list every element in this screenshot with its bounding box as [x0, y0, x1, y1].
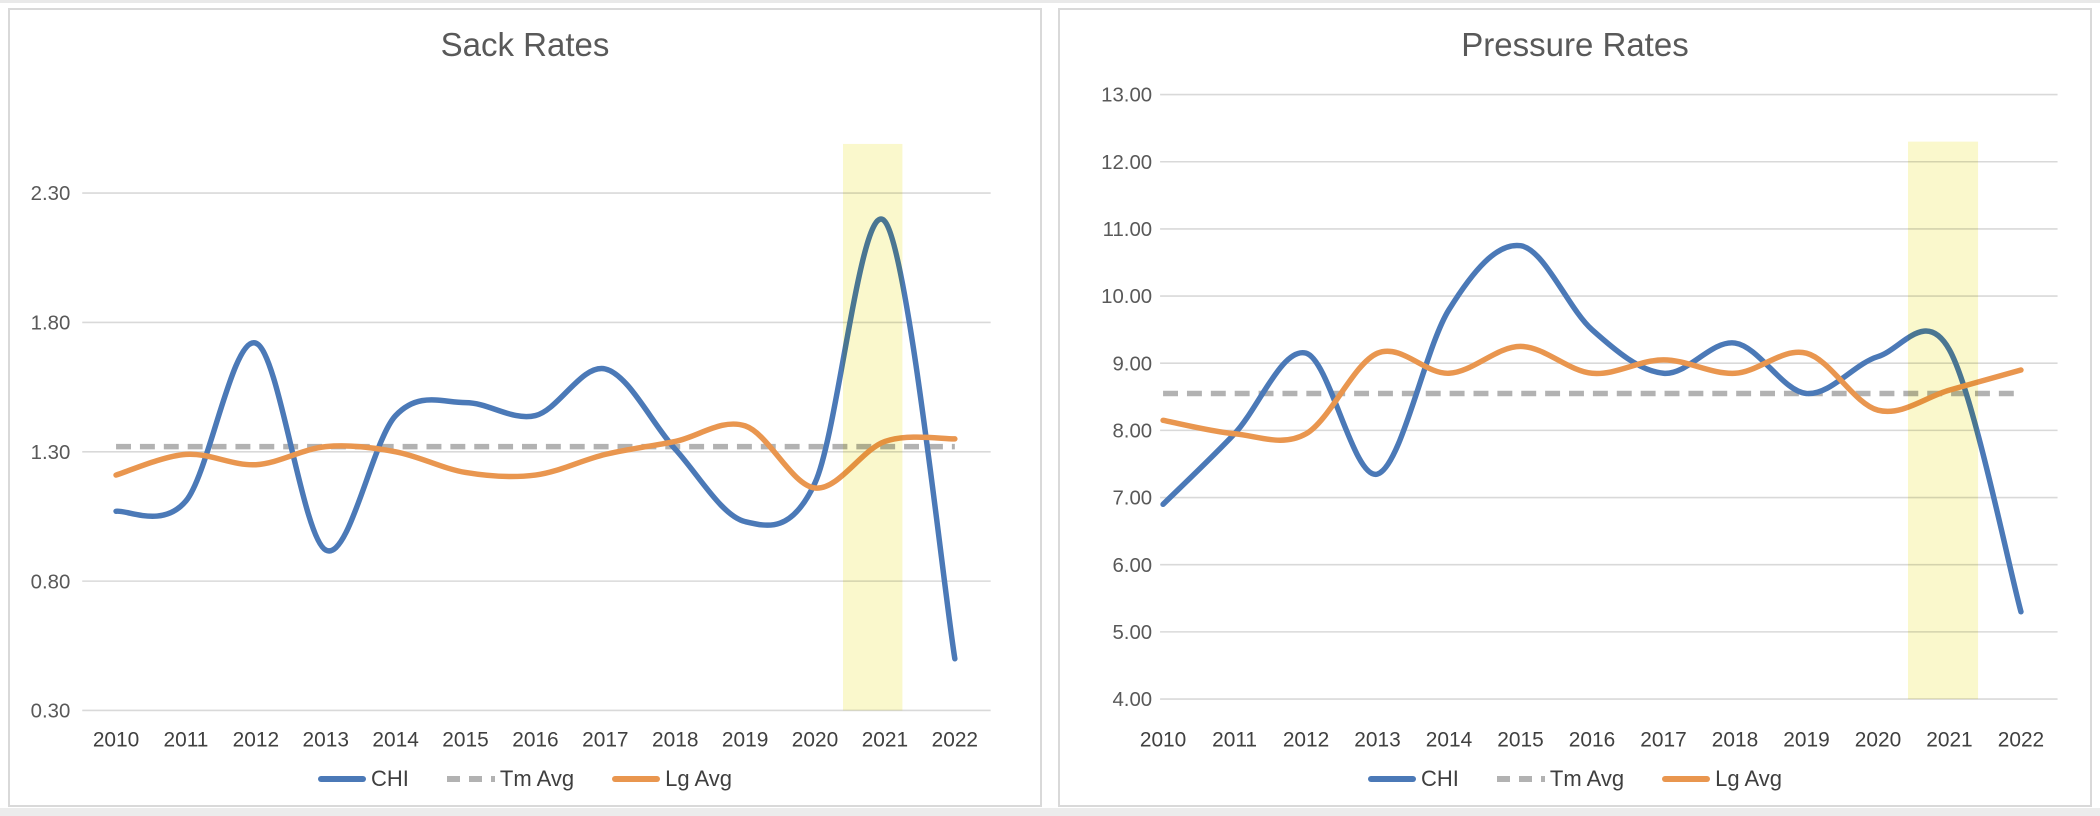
legend-item-tm-avg: Tm Avg [1496, 766, 1625, 792]
x-tick-label: 2019 [722, 728, 768, 751]
x-tick-label: 2015 [442, 728, 488, 751]
y-tick-label: 12.00 [1101, 152, 1152, 174]
legend-swatch-line-icon [318, 776, 367, 782]
sack-rates-legend: CHI Tm Avg Lg Avg [10, 766, 1040, 792]
pressure-rates-plot-area: 4.00 5.00 6.00 7.00 8.00 9.00 10.00 11.00 12.00 1… [1101, 85, 2058, 751]
highlight-band-2021 [843, 143, 903, 711]
y-tick-label: 6.00 [1112, 555, 1152, 577]
chart-title-pressure-rates: Pressure Rates [1461, 26, 1689, 63]
y-tick-label: 11.00 [1103, 219, 1152, 241]
series-line-lg-avg [1160, 343, 2024, 443]
chart-title-sack-rates: Sack Rates [440, 26, 610, 63]
x-tick-label: 2018 [1712, 728, 1758, 751]
x-tick-label: 2011 [1212, 728, 1257, 751]
legend-swatch-dashed-line-icon [446, 776, 495, 782]
legend-item-lg-avg: Lg Avg [1662, 766, 1782, 792]
x-tick-label: 2016 [1569, 728, 1615, 751]
y-tick-label: 0.80 [31, 571, 71, 593]
x-tick-label: 2021 [862, 728, 908, 751]
legend-label: Lg Avg [665, 766, 732, 791]
x-tick-label: 2012 [233, 728, 279, 751]
legend-item-lg-avg: Lg Avg [612, 766, 732, 792]
x-tick-label: 2013 [1354, 728, 1400, 751]
series-line-chi [1160, 242, 2024, 615]
y-tick-label: 5.00 [1112, 622, 1152, 644]
x-tick-label: 2014 [372, 728, 418, 751]
x-tick-label: 2012 [1283, 728, 1329, 751]
x-tick-label: 2020 [792, 728, 838, 751]
legend-label: CHI [371, 766, 409, 791]
y-tick-label: 8.00 [1112, 421, 1152, 443]
x-tick-label: 2019 [1783, 728, 1829, 751]
legend-swatch-line-icon [612, 776, 661, 782]
page-top-edge [0, 0, 2100, 3]
sack-rates-chart-panel: 0.30 0.80 1.30 1.80 2.30 2010 2011 2012 2013 2014… [8, 8, 1042, 807]
x-tick-label: 2017 [582, 728, 628, 751]
x-tick-label: 2022 [932, 728, 978, 751]
highlight-band-2021 [1908, 141, 1979, 700]
legend-label: Tm Avg [1549, 766, 1625, 791]
y-tick-label: 4.00 [1112, 689, 1152, 711]
series-line-chi [113, 216, 958, 662]
y-tick-label: 10.00 [1101, 286, 1152, 308]
x-tick-label: 2017 [1640, 728, 1686, 751]
y-tick-label: 13.00 [1101, 85, 1152, 107]
x-tick-label: 2021 [1926, 728, 1972, 751]
y-tick-label: 9.00 [1112, 353, 1152, 375]
x-tick-label: 2020 [1855, 728, 1901, 751]
legend-swatch-line-icon [1368, 776, 1417, 782]
y-tick-label: 0.30 [31, 701, 71, 723]
y-tick-label: 1.30 [31, 442, 71, 464]
x-tick-label: 2010 [93, 728, 139, 751]
y-tick-label: 7.00 [1112, 488, 1152, 510]
legend-item-chi: CHI [318, 766, 409, 792]
legend-swatch-line-icon [1662, 776, 1711, 782]
legend-label: CHI [1421, 766, 1459, 791]
x-tick-label: 2022 [1998, 728, 2044, 751]
sack-rates-plot-area: 0.30 0.80 1.30 1.80 2.30 2010 2011 2012 2013 2014… [31, 143, 991, 751]
pressure-rates-legend: CHI Tm Avg Lg Avg [1060, 766, 2090, 792]
y-tick-label: 1.80 [31, 313, 71, 335]
x-tick-label: 2014 [1426, 728, 1472, 751]
page-bottom-edge [0, 808, 2100, 816]
x-tick-label: 2016 [512, 728, 558, 751]
x-tick-label: 2011 [164, 728, 209, 751]
y-tick-label: 2.30 [31, 183, 71, 205]
x-tick-label: 2013 [303, 728, 349, 751]
series-line-lg-avg [113, 421, 958, 491]
legend-label: Tm Avg [499, 766, 575, 791]
legend-item-chi: CHI [1368, 766, 1459, 792]
x-tick-label: 2015 [1497, 728, 1543, 751]
legend-item-tm-avg: Tm Avg [446, 766, 575, 792]
x-tick-label: 2010 [1140, 728, 1186, 751]
pressure-rates-chart-panel: 4.00 5.00 6.00 7.00 8.00 9.00 10.00 11.00 12.00 1… [1058, 8, 2092, 807]
legend-label: Lg Avg [1715, 766, 1782, 791]
x-tick-label: 2018 [652, 728, 698, 751]
legend-swatch-dashed-line-icon [1496, 776, 1545, 782]
